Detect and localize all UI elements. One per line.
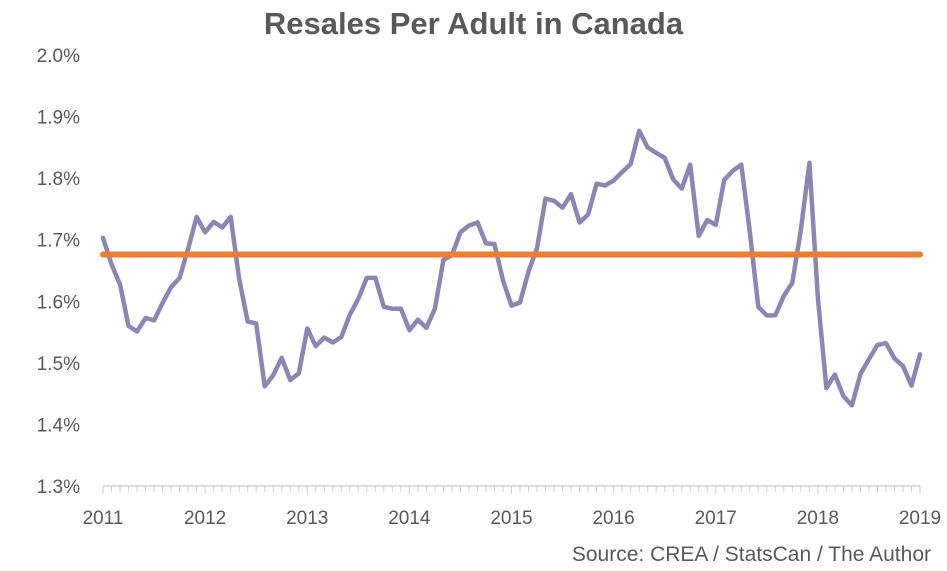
y-tick-label: 1.8% (37, 169, 80, 190)
x-tick-label: 2019 (899, 508, 941, 529)
y-tick-label: 1.7% (37, 231, 80, 252)
x-tick-label: 2018 (797, 508, 839, 529)
y-tick-label: 1.5% (37, 354, 80, 375)
y-tick-label: 1.9% (37, 108, 80, 129)
y-tick-label: 1.3% (37, 477, 80, 498)
y-tick-label: 1.4% (37, 415, 80, 436)
x-tick-label: 2015 (490, 508, 532, 529)
y-tick-label: 2.0% (37, 46, 80, 67)
x-tick-label: 2014 (388, 508, 431, 529)
x-tick-label: 2017 (695, 508, 737, 529)
x-tick-label: 2011 (83, 508, 124, 529)
x-tick-label: 2016 (592, 508, 634, 529)
x-tick-label: 2013 (286, 508, 328, 529)
x-tick-label: 2012 (184, 508, 226, 529)
resales-series-line (100, 128, 923, 408)
source-note: Source: CREA / StatsCan / The Author (571, 543, 931, 566)
y-tick-label: 1.6% (37, 292, 80, 313)
chart-title: Resales Per Adult in Canada (263, 6, 684, 41)
